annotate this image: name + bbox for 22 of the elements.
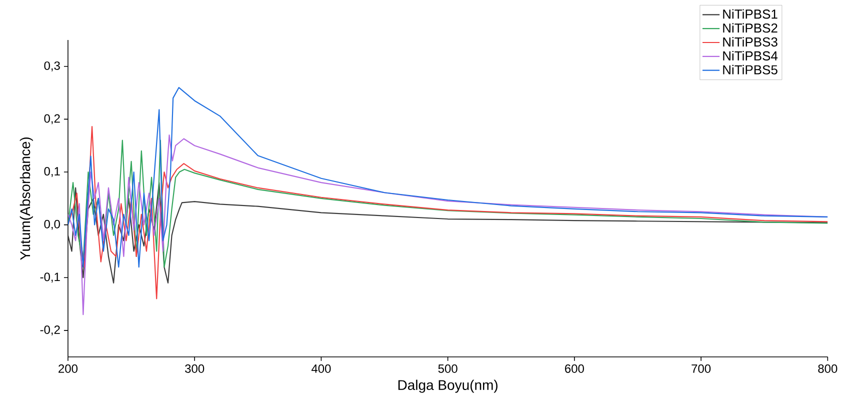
y-tick-label: -0,2 <box>40 326 60 336</box>
y-tick-label: 0,2 <box>44 114 60 124</box>
legend-label: NiTiPBS4 <box>723 51 778 61</box>
y-tick-label: 0,1 <box>44 167 60 178</box>
x-tick-label: 800 <box>818 364 838 373</box>
line-series <box>68 87 828 268</box>
line-series <box>68 140 828 268</box>
y-axis-title: Yutum(Absorbance) <box>20 138 33 260</box>
legend-label: NiTiPBS5 <box>723 64 778 74</box>
y-tick-label: 0,0 <box>44 220 60 230</box>
legend-label: NiTiPBS3 <box>723 37 778 47</box>
legend-label: NiTiPBS1 <box>723 9 778 19</box>
x-axis-title: Dalga Boyu(nm) <box>398 380 498 393</box>
x-tick-label: 400 <box>311 364 331 373</box>
y-tick-label: 0,3 <box>44 62 60 72</box>
x-tick-label: 300 <box>185 364 204 373</box>
y-tick-label: -0,1 <box>40 272 60 283</box>
x-tick-label: 600 <box>565 364 584 373</box>
x-tick-label: 700 <box>692 364 711 373</box>
legend-label: NiTiPBS2 <box>723 23 778 33</box>
x-tick-label: 200 <box>58 364 78 373</box>
x-tick-label: 500 <box>438 364 458 373</box>
